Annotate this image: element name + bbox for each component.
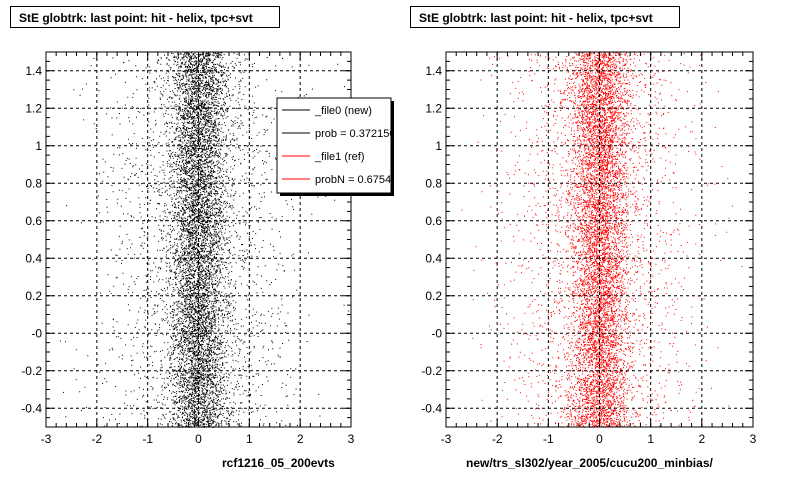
x-tick-label: -1 — [142, 432, 153, 446]
x-tick-label: 3 — [348, 432, 355, 446]
x-tick-label: 2 — [297, 432, 304, 446]
legend-box — [276, 97, 392, 194]
y-tick-label: -0 — [431, 326, 442, 340]
y-tick-label: 1 — [435, 139, 442, 153]
y-tick-label: 0.6 — [425, 214, 442, 228]
y-tick-label: 1 — [35, 139, 42, 153]
x-tick-label: 3 — [750, 432, 757, 446]
y-tick-label: 0.4 — [25, 251, 42, 265]
x-tick-label: -3 — [41, 432, 52, 446]
scatter-plot-right: -3 -2 -1 0 1 2 3 -0.4 -0.2 -0 0.2 0.4 0.6 0.8 1 1.2 1.4 — [421, 51, 757, 446]
legend-entry-label: prob = 0.372150 — [315, 128, 395, 140]
y-tick-label: -0.2 — [21, 364, 42, 378]
legend: _file0 (new) prob = 0.372150 _file1 (ref) p… — [276, 97, 403, 196]
y-tick-label: 0.8 — [425, 176, 442, 190]
x-axis-label-right: new/trs_sl302/year_2005/cucu200_minbias/ — [466, 456, 713, 470]
legend-entry-label: _file0 (new) — [314, 105, 372, 117]
chart-title-left: StE globtrk: last point: hit - helix, tp… — [10, 6, 280, 28]
x-tick-label: 1 — [246, 432, 253, 446]
x-tick-label: 0 — [195, 432, 202, 446]
axis-ticks: -3 -2 -1 0 1 2 3 -0.4 -0.2 -0 0.2 0.4 0.6 0.8 1 1.2 1.4 — [21, 51, 355, 446]
scatter-point-cloud — [59, 52, 350, 428]
y-tick-label: 0.6 — [25, 214, 42, 228]
axis-ticks: -3 -2 -1 0 1 2 3 -0.4 -0.2 -0 0.2 0.4 0.6 0.8 1 1.2 1.4 — [421, 51, 757, 446]
y-tick-label: 1.4 — [425, 64, 442, 78]
y-tick-label: -0.4 — [421, 401, 442, 415]
x-tick-label: 1 — [647, 432, 654, 446]
y-tick-label: 0.4 — [425, 251, 442, 265]
x-tick-label: -2 — [492, 432, 503, 446]
y-tick-label: -0.2 — [421, 364, 442, 378]
legend-entry-label: _file1 (ref) — [314, 151, 365, 163]
y-tick-label: 1.4 — [25, 64, 42, 78]
scatter-points — [59, 52, 350, 428]
x-tick-label: 0 — [596, 432, 603, 446]
legend-entry-label: probN = 0.675468 — [315, 174, 403, 186]
y-tick-label: 0.8 — [25, 176, 42, 190]
x-tick-label: -2 — [91, 432, 102, 446]
x-axis-label-left: rcf1216_05_200evts — [222, 456, 335, 470]
x-tick-label: -1 — [543, 432, 554, 446]
y-tick-label: -0 — [31, 326, 42, 340]
y-tick-label: 0.2 — [25, 289, 42, 303]
y-tick-label: -0.4 — [21, 401, 42, 415]
grid — [446, 52, 753, 427]
legend-entries: _file0 (new) prob = 0.372150 _file1 (ref) p… — [282, 105, 403, 186]
scatter-points — [461, 52, 743, 428]
y-tick-label: 0.2 — [425, 289, 442, 303]
y-tick-label: 1.2 — [25, 101, 42, 115]
scatter-point-cloud — [461, 52, 743, 428]
x-tick-label: -3 — [441, 432, 452, 446]
chart-title-right: StE globtrk: last point: hit - helix, tp… — [410, 6, 680, 28]
x-tick-label: 2 — [698, 432, 705, 446]
y-tick-label: 1.2 — [425, 101, 442, 115]
